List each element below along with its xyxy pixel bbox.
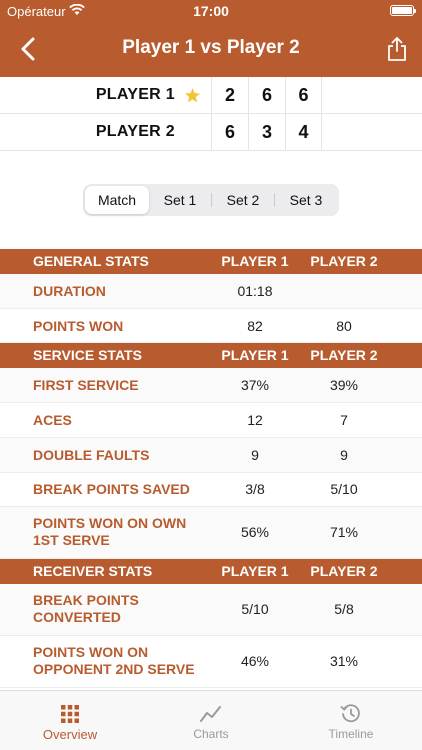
set-score: 6	[211, 114, 248, 150]
section-header-general: GENERAL STATS PLAYER 1 PLAYER 2	[0, 249, 422, 274]
stat-row-points-won[interactable]: POINTS WON 82 80	[0, 309, 422, 343]
stat-row-points-won-opponent-2nd-serve[interactable]: POINTS WON ON OPPONENT 2ND SERVE 46% 31%	[0, 636, 422, 688]
score-row-player-1: PLAYER 1 2 6 6	[0, 77, 422, 114]
stat-value-player-2: 80	[336, 318, 352, 334]
player-name: PLAYER 2	[95, 123, 175, 140]
stat-value-player-2: 9	[340, 447, 348, 463]
stats-list: GENERAL STATS PLAYER 1 PLAYER 2 DURATION…	[0, 249, 422, 688]
grid-icon	[61, 705, 79, 723]
wifi-icon	[69, 4, 85, 15]
stat-value-player-2: 31%	[329, 653, 359, 669]
page-title: Player 1 vs Player 2	[122, 37, 300, 58]
segment-set-2[interactable]: Set 2	[226, 192, 260, 208]
column-header-player-2: PLAYER 2	[310, 253, 378, 269]
section-header-receiver: RECEIVER STATS PLAYER 1 PLAYER 2	[0, 559, 422, 584]
set-segmented-control: Match Set 1 Set 2 Set 3	[83, 184, 339, 216]
segment-divider	[211, 193, 212, 207]
clock: 17:00	[193, 3, 229, 19]
stat-value-player-1: 82	[247, 318, 263, 334]
stat-value-player-1: 01:18	[237, 283, 273, 299]
column-header-player-2: PLAYER 2	[310, 563, 378, 579]
stat-label: DURATION	[33, 283, 106, 299]
section-header-service: SERVICE STATS PLAYER 1 PLAYER 2	[0, 343, 422, 368]
section-title: RECEIVER STATS	[33, 563, 153, 579]
segment-divider	[274, 193, 275, 207]
stat-value-player-1: 56%	[240, 524, 270, 540]
section-title: SERVICE STATS	[33, 347, 142, 363]
stat-row-double-faults[interactable]: DOUBLE FAULTS 9 9	[0, 438, 422, 473]
stat-value-player-2: 7	[340, 412, 348, 428]
stat-label: POINTS WON ON OWN 1ST SERVE	[33, 515, 187, 548]
history-icon	[340, 704, 360, 723]
stat-label: FIRST SERVICE	[33, 377, 139, 393]
stat-label: ACES	[33, 412, 72, 428]
column-header-player-1: PLAYER 1	[221, 253, 289, 269]
tab-timeline[interactable]: Timeline	[281, 691, 421, 750]
stat-value-player-2: 71%	[329, 524, 359, 540]
set-score: 4	[285, 114, 322, 150]
stat-label: POINTS WON	[33, 318, 124, 334]
tab-label: Timeline	[328, 727, 374, 741]
stat-value-player-1: 9	[251, 447, 259, 463]
set-score: 6	[285, 77, 322, 113]
tab-label: Overview	[42, 727, 98, 742]
tab-charts[interactable]: Charts	[141, 691, 281, 750]
battery-icon	[390, 5, 416, 16]
set-score: 2	[211, 77, 248, 113]
stat-value-player-1: 12	[247, 412, 263, 428]
segment-set-1[interactable]: Set 1	[163, 192, 197, 208]
tab-label: Charts	[193, 727, 229, 741]
stat-value-player-2: 39%	[329, 377, 359, 393]
stat-value-player-2: 5/8	[334, 601, 354, 617]
stat-value-player-2: 5/10	[330, 481, 358, 497]
stat-label: BREAK POINTS CONVERTED	[33, 592, 139, 625]
share-icon[interactable]	[386, 36, 408, 62]
player-name: PLAYER 1	[95, 86, 175, 103]
stat-row-break-points-converted[interactable]: BREAK POINTS CONVERTED 5/10 5/8	[0, 584, 422, 636]
stat-row-break-points-saved[interactable]: BREAK POINTS SAVED 3/8 5/10	[0, 473, 422, 507]
back-button[interactable]	[14, 34, 44, 64]
column-header-player-1: PLAYER 1	[221, 347, 289, 363]
column-header-player-1: PLAYER 1	[221, 563, 289, 579]
stat-row-first-service[interactable]: FIRST SERVICE 37% 39%	[0, 368, 422, 403]
stat-value-player-1: 5/10	[241, 601, 269, 617]
star-icon	[185, 88, 200, 103]
tab-overview[interactable]: Overview	[0, 691, 140, 750]
stat-value-player-1: 37%	[240, 377, 270, 393]
score-row-player-2: PLAYER 2 6 3 4	[0, 114, 422, 151]
stat-value-player-1: 3/8	[245, 481, 265, 497]
stat-value-player-1: 46%	[240, 653, 270, 669]
tab-bar: Overview Charts Timeline	[0, 690, 422, 750]
stat-row-duration[interactable]: DURATION 01:18	[0, 274, 422, 309]
stat-label: POINTS WON ON OPPONENT 2ND SERVE	[33, 644, 195, 677]
set-score: 3	[248, 114, 285, 150]
carrier-label: Opérateur	[7, 4, 66, 19]
status-bar: Opérateur 17:00	[0, 0, 422, 22]
segment-match[interactable]: Match	[85, 186, 149, 214]
navigation-bar: Player 1 vs Player 2	[0, 22, 422, 77]
scoreboard: PLAYER 1 2 6 6 PLAYER 2 6 3 4	[0, 77, 422, 151]
set-score: 6	[248, 77, 285, 113]
stat-row-aces[interactable]: ACES 12 7	[0, 403, 422, 438]
stat-label: DOUBLE FAULTS	[33, 447, 150, 463]
section-title: GENERAL STATS	[33, 253, 149, 269]
chart-icon	[200, 706, 221, 722]
stat-label: BREAK POINTS SAVED	[33, 481, 190, 497]
column-header-player-2: PLAYER 2	[310, 347, 378, 363]
segment-set-3[interactable]: Set 3	[289, 192, 323, 208]
stat-row-points-won-1st-serve[interactable]: POINTS WON ON OWN 1ST SERVE 56% 71%	[0, 507, 422, 559]
